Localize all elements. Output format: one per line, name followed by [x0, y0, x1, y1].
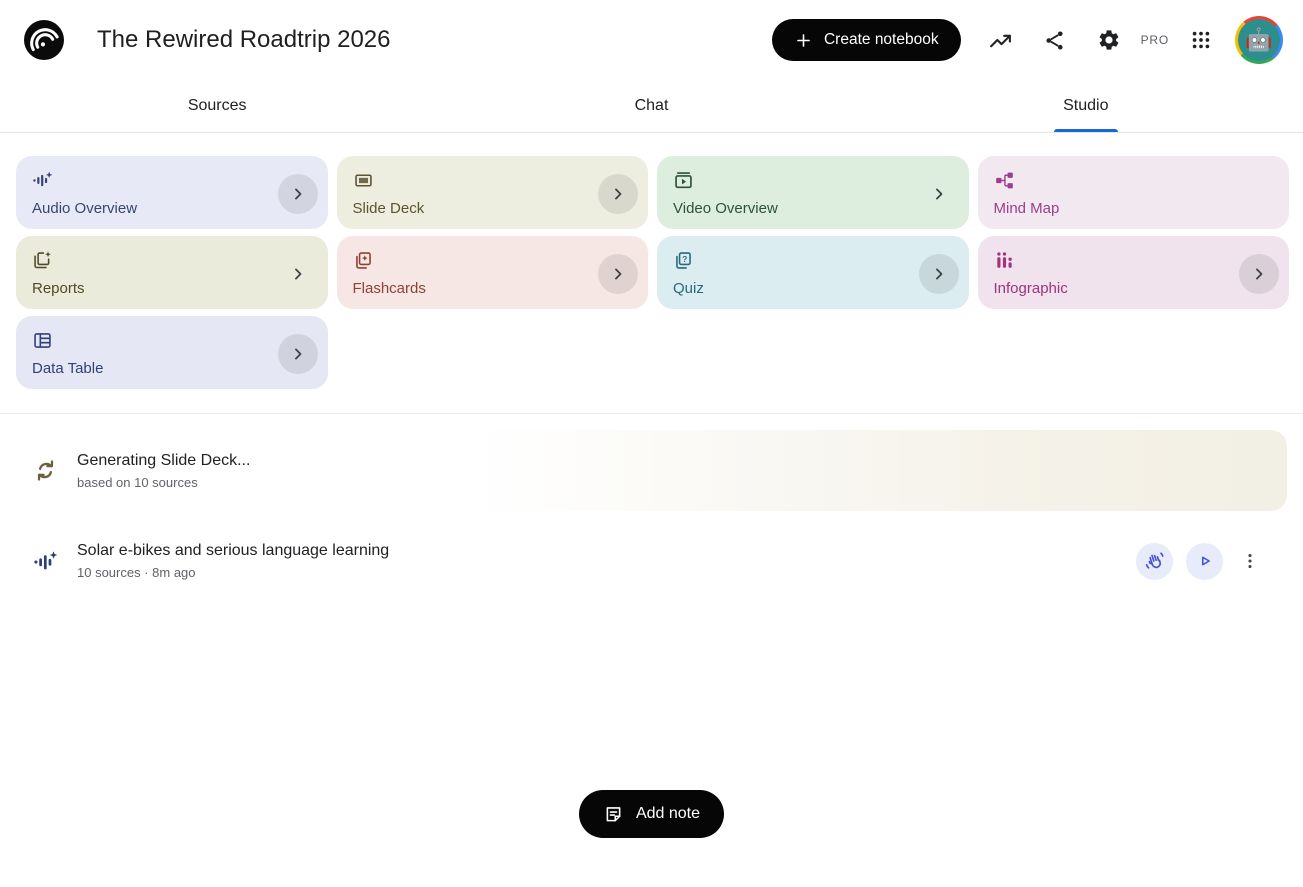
- tab-chat[interactable]: Chat: [634, 97, 669, 114]
- sync-spinner-icon: [33, 458, 58, 483]
- card-label: Quiz: [673, 280, 704, 297]
- share-icon: [1043, 29, 1066, 52]
- audio-overview-item[interactable]: Solar e-bikes and serious language learn…: [16, 521, 1287, 601]
- create-notebook-button[interactable]: Create notebook: [771, 19, 961, 61]
- create-notebook-label: Create notebook: [823, 31, 939, 48]
- card-label: Infographic: [993, 280, 1068, 297]
- card-data-table[interactable]: Data Table: [16, 316, 328, 389]
- chevron-right-icon[interactable]: [277, 333, 318, 374]
- item-menu-button[interactable]: [1230, 541, 1270, 581]
- generating-slide-deck-item: Generating Slide Deck... based on 10 sou…: [16, 430, 1287, 511]
- card-audio-overview[interactable]: Audio Overview: [16, 156, 328, 229]
- card-slide-deck[interactable]: Slide Deck: [336, 156, 648, 229]
- card-flashcards[interactable]: Flashcards: [336, 236, 648, 309]
- card-mind-map[interactable]: Mind Map: [977, 156, 1289, 229]
- video-play-icon: [673, 170, 694, 191]
- add-note-label: Add note: [635, 805, 701, 822]
- notebook-title[interactable]: The Rewired Roadtrip 2026: [97, 26, 391, 53]
- panel-tabs: Sources Chat Studio: [0, 80, 1303, 133]
- studio-card-grid: Audio Overview Slide Deck: [16, 156, 1289, 389]
- section-divider: [0, 413, 1303, 414]
- audio-item-meta: 10 sources · 8m ago: [77, 565, 196, 580]
- account-avatar[interactable]: 🤖: [1235, 16, 1283, 64]
- card-label: Audio Overview: [32, 200, 138, 217]
- audio-item-title: Solar e-bikes and serious language learn…: [77, 542, 390, 559]
- chevron-right-icon[interactable]: [598, 253, 638, 294]
- tab-studio[interactable]: Studio: [869, 80, 1303, 132]
- card-label: Flashcards: [352, 280, 426, 297]
- notebooklm-logo[interactable]: [24, 20, 64, 60]
- play-audio-button[interactable]: [1186, 542, 1223, 580]
- kebab-menu-icon: [1239, 550, 1261, 572]
- data-table-icon: [32, 330, 53, 351]
- bar-chart-icon: [994, 250, 1015, 271]
- analytics-trending-button[interactable]: [977, 16, 1025, 64]
- quiz-question-icon: ?: [673, 250, 694, 271]
- card-label: Data Table: [32, 360, 104, 377]
- interactive-mode-hand-icon: [1144, 551, 1165, 572]
- tab-sources[interactable]: Sources: [187, 97, 247, 114]
- audio-waveform-sparkle-icon: [32, 170, 53, 191]
- chevron-right-icon[interactable]: [918, 253, 959, 294]
- google-apps-button[interactable]: [1177, 16, 1225, 64]
- plus-icon: [794, 31, 813, 50]
- generating-subtitle: based on 10 sources: [77, 474, 198, 490]
- chevron-right-icon[interactable]: [278, 254, 318, 294]
- card-label: Slide Deck: [352, 200, 425, 217]
- card-reports[interactable]: Reports: [16, 236, 328, 309]
- settings-button[interactable]: [1085, 16, 1133, 64]
- active-tab-underline: [1053, 129, 1118, 132]
- card-label: Reports: [32, 280, 85, 297]
- audio-waveform-sparkle-icon: [33, 549, 58, 574]
- chevron-right-icon[interactable]: [1239, 253, 1279, 294]
- flashcards-star-icon: [353, 250, 374, 271]
- chevron-right-icon[interactable]: [598, 173, 638, 214]
- svg-text:?: ?: [682, 254, 687, 264]
- mind-map-icon: [994, 170, 1015, 191]
- apps-grid-icon: [1190, 29, 1212, 51]
- report-sparkle-icon: [32, 250, 53, 271]
- add-note-button[interactable]: Add note: [578, 790, 725, 838]
- slide-deck-icon: [353, 170, 374, 191]
- robot-avatar-image: 🤖: [1238, 19, 1280, 61]
- card-video-overview[interactable]: Video Overview: [657, 156, 969, 229]
- card-quiz[interactable]: ? Quiz: [657, 236, 969, 309]
- pro-badge: PRO: [1140, 33, 1169, 47]
- studio-footer: Add note: [0, 790, 1303, 838]
- interactive-mode-button[interactable]: [1136, 542, 1173, 580]
- note-icon: [603, 804, 624, 825]
- card-label: Mind Map: [993, 200, 1060, 217]
- chevron-right-icon[interactable]: [277, 173, 318, 214]
- generating-title: Generating Slide Deck...: [77, 451, 251, 469]
- trending-up-icon: [988, 28, 1013, 53]
- card-label: Video Overview: [673, 200, 778, 217]
- chevron-right-icon[interactable]: [919, 174, 959, 214]
- play-icon: [1195, 551, 1215, 571]
- share-button[interactable]: [1031, 16, 1079, 64]
- app-header: The Rewired Roadtrip 2026 Create noteboo…: [0, 0, 1303, 80]
- card-infographic[interactable]: Infographic: [977, 236, 1289, 309]
- settings-gear-icon: [1097, 28, 1121, 52]
